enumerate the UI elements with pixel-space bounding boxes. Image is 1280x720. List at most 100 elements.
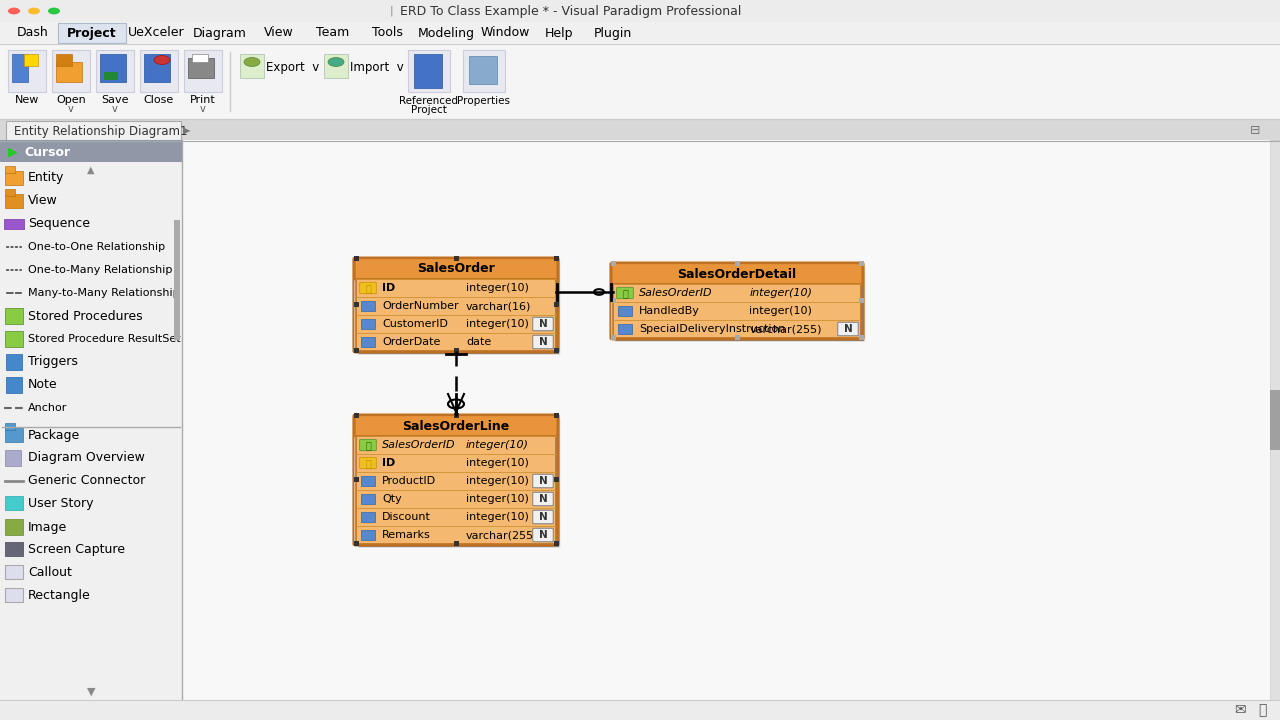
Bar (6, 377, 22, 393)
Bar (454, 413, 460, 418)
Text: User Story: User Story (28, 498, 93, 510)
Text: Export  v: Export v (266, 61, 319, 74)
FancyBboxPatch shape (617, 287, 634, 299)
Circle shape (244, 58, 260, 66)
Bar (5, 496, 23, 510)
Text: integer(10): integer(10) (749, 288, 813, 298)
Text: Anchor: Anchor (28, 403, 68, 413)
Bar (356, 436, 556, 544)
Text: integer(10): integer(10) (466, 458, 529, 468)
Text: Diagram Overview: Diagram Overview (28, 451, 145, 464)
Text: Properties: Properties (457, 96, 511, 106)
Bar (143, 54, 170, 82)
FancyBboxPatch shape (360, 282, 376, 294)
FancyBboxPatch shape (357, 418, 561, 548)
FancyBboxPatch shape (360, 439, 376, 451)
Text: Project: Project (411, 105, 447, 115)
Text: Import  v: Import v (349, 61, 403, 74)
Bar (735, 261, 740, 266)
Text: Screen Capture: Screen Capture (28, 544, 125, 557)
Bar (358, 419, 559, 547)
Bar (358, 262, 559, 354)
FancyBboxPatch shape (532, 492, 553, 505)
Bar (355, 541, 358, 546)
Text: Stored Procedure ResultSet: Stored Procedure ResultSet (28, 334, 180, 344)
Text: |: | (390, 6, 397, 17)
Text: N: N (539, 476, 548, 486)
FancyBboxPatch shape (532, 474, 553, 487)
Bar (361, 530, 375, 540)
Bar (188, 58, 214, 78)
FancyBboxPatch shape (532, 510, 553, 523)
Text: Help: Help (545, 27, 573, 40)
Bar (554, 541, 559, 546)
Text: One-to-One Relationship: One-to-One Relationship (28, 242, 165, 252)
Text: Entity Relationship Diagram1: Entity Relationship Diagram1 (14, 125, 187, 138)
Text: ▲: ▲ (87, 165, 95, 175)
Bar (5, 450, 20, 466)
Text: Note: Note (28, 379, 58, 392)
Text: View: View (264, 27, 294, 40)
Bar (554, 348, 559, 353)
Text: N: N (539, 530, 548, 540)
Text: SalesOrderID: SalesOrderID (381, 440, 456, 450)
Text: integer(10): integer(10) (466, 440, 529, 450)
FancyBboxPatch shape (357, 261, 561, 355)
Text: Sequence: Sequence (28, 217, 90, 230)
Text: varchar(255): varchar(255) (749, 324, 822, 334)
Text: Window: Window (480, 27, 530, 40)
Text: integer(10): integer(10) (466, 476, 529, 486)
Bar (355, 302, 358, 307)
Text: SalesOrderLine: SalesOrderLine (402, 420, 509, 433)
Bar (5, 423, 15, 430)
Bar (1270, 390, 1280, 450)
Bar (58, 23, 125, 43)
Bar (56, 54, 72, 66)
Bar (24, 54, 38, 66)
Text: integer(10): integer(10) (749, 306, 813, 316)
Bar (361, 512, 375, 522)
Bar (324, 54, 348, 78)
Text: Save: Save (101, 95, 129, 105)
Text: OrderDate: OrderDate (381, 337, 440, 347)
Bar (859, 335, 864, 340)
Bar (0, 22, 1280, 44)
Bar (5, 588, 23, 602)
Bar (554, 302, 559, 307)
Bar (5, 519, 23, 535)
Text: Rectangle: Rectangle (28, 590, 91, 603)
Bar (554, 413, 559, 418)
Text: Entity: Entity (28, 171, 64, 184)
Text: N: N (539, 319, 548, 329)
Text: v: v (113, 104, 118, 114)
Text: ID: ID (381, 283, 396, 293)
Bar (140, 50, 178, 92)
Text: Open: Open (56, 95, 86, 105)
Text: SalesOrderDetail: SalesOrderDetail (677, 268, 796, 281)
Bar (174, 220, 180, 340)
Bar (12, 54, 28, 82)
Bar (100, 54, 125, 82)
FancyBboxPatch shape (612, 264, 863, 284)
Text: Plugin: Plugin (594, 27, 632, 40)
Bar (6, 121, 180, 140)
Text: Many-to-Many Relationship: Many-to-Many Relationship (28, 288, 179, 298)
Text: date: date (466, 337, 492, 347)
Bar (5, 166, 15, 173)
Bar (859, 298, 864, 303)
Bar (4, 219, 24, 229)
Text: CustomerID: CustomerID (381, 319, 448, 329)
Text: Dash: Dash (17, 27, 49, 40)
Text: N: N (539, 494, 548, 504)
Text: Print: Print (191, 95, 216, 105)
FancyBboxPatch shape (532, 528, 553, 541)
Text: Tools: Tools (371, 27, 402, 40)
Text: ⚿: ⚿ (365, 458, 371, 468)
Text: ▶: ▶ (8, 145, 18, 158)
Circle shape (154, 55, 170, 65)
Text: ▶: ▶ (184, 127, 191, 135)
Bar (0, 0, 1280, 22)
Bar (5, 194, 23, 208)
Text: UeXceler: UeXceler (128, 27, 184, 40)
Bar (0, 140, 182, 162)
